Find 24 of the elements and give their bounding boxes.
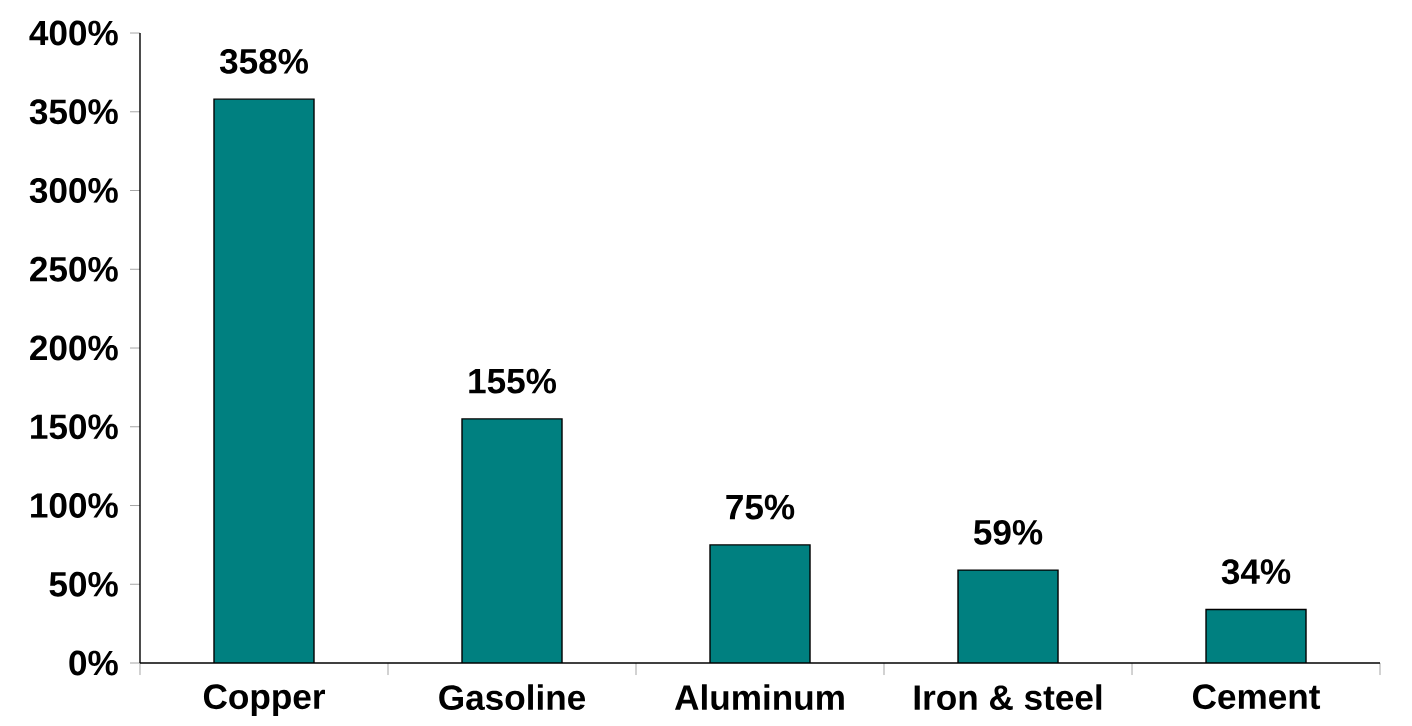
y-tick-label: 200% [30,335,118,361]
bar [214,99,314,664]
y-tick-label: 400% [29,20,118,46]
x-tick-label: Iron & steel [914,684,1102,711]
data-label: 34% [1221,559,1291,585]
data-label: 358% [219,48,308,74]
bar [462,418,563,664]
data-label: 59% [973,519,1043,545]
bar [710,544,811,664]
bar [958,570,1059,664]
y-tick-label: 50% [49,571,118,597]
y-tick-label: 0% [69,650,118,676]
x-tick-label: Cement [1193,684,1321,710]
y-tick-label: 250% [30,256,118,282]
y-tick-label: 300% [29,178,118,203]
y-tick-label: 350% [29,99,118,125]
bar [1205,608,1307,664]
data-label: 155% [469,368,556,394]
x-tick-label: Aluminum [674,684,844,711]
y-tick-label: 150% [31,414,118,440]
y-tick-label: 100% [31,493,118,518]
x-tick-label: Copper [203,684,326,717]
x-tick-label: Gasoline [439,684,586,711]
data-label: 75% [726,494,795,520]
